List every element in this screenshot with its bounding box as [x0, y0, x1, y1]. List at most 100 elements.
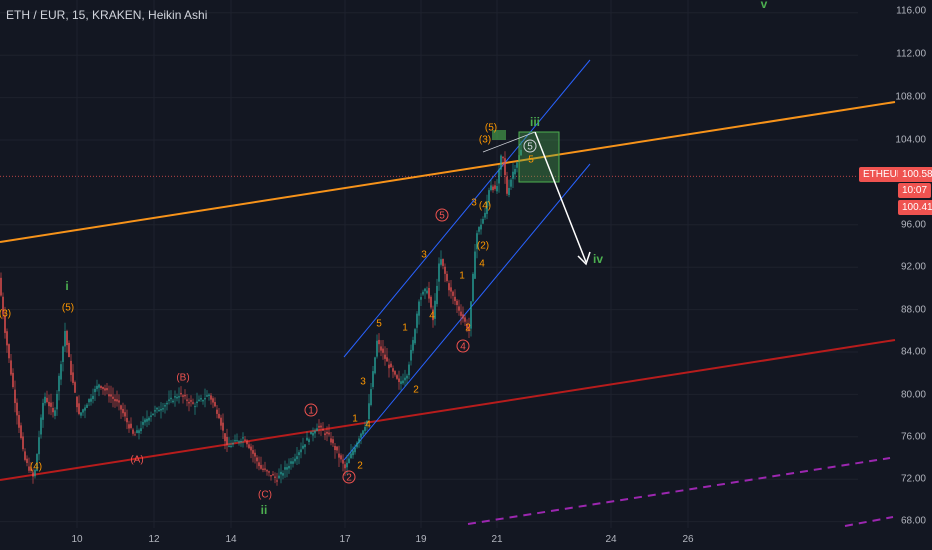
candle-body: [326, 431, 328, 434]
candle-body: [82, 409, 84, 413]
candle-body: [408, 364, 410, 376]
candle-body: [468, 326, 470, 331]
candle-body: [274, 476, 276, 478]
x-tick: 19: [415, 534, 427, 545]
candle-body: [288, 465, 290, 469]
candle-body: [428, 287, 430, 299]
candle-body: [368, 403, 370, 420]
candle-body: [392, 368, 394, 372]
candle-body: [474, 251, 476, 279]
candle-body: [66, 330, 68, 346]
candle-body: [370, 389, 372, 405]
candle-body: [464, 317, 466, 322]
wave-label: (4): [479, 201, 491, 212]
candle-body: [424, 288, 426, 292]
candle-body: [472, 273, 474, 302]
symbol-badge: ETHEUR: [859, 167, 909, 182]
candle-body: [480, 224, 482, 230]
candle-body: [270, 474, 272, 477]
candle-body: [354, 447, 356, 453]
x-tick: 24: [605, 534, 617, 545]
candle-body: [164, 405, 166, 407]
candle-body: [32, 472, 34, 477]
candle-body: [198, 399, 200, 402]
candle-body: [258, 462, 260, 467]
candle-body: [228, 445, 230, 448]
candle-body: [200, 398, 202, 400]
candle-body: [490, 185, 492, 190]
low-price-badge: 100.41: [898, 200, 932, 215]
candle-body: [90, 398, 92, 402]
candle-body: [300, 449, 302, 453]
candle-body: [124, 412, 126, 417]
candle-body: [356, 442, 358, 448]
candle-body: [302, 445, 304, 449]
candle-body: [432, 309, 434, 321]
x-tick: 26: [682, 534, 694, 545]
x-tick: 14: [225, 534, 237, 545]
candle-body: [64, 331, 66, 347]
candle-body: [290, 461, 292, 464]
candle-body: [382, 348, 384, 353]
wave-label: 5: [376, 319, 382, 330]
candle-body: [346, 462, 348, 468]
price-badge: 100.58: [898, 167, 932, 182]
y-tick: 112.00: [896, 48, 926, 60]
candle-body: [208, 394, 210, 397]
candle-body: [126, 418, 128, 423]
wave-label: 2: [413, 385, 419, 396]
candle-body: [156, 407, 158, 410]
candle-body: [196, 401, 198, 404]
candle-body: [128, 424, 130, 429]
candle-body: [420, 297, 422, 300]
candle-body: [102, 386, 104, 390]
candle-body: [118, 400, 120, 403]
candle-body: [384, 354, 386, 359]
candle-body: [380, 346, 382, 351]
candle-body: [132, 429, 134, 434]
purple-dashed-line: [467, 457, 891, 525]
candle-body: [400, 381, 402, 384]
candle-body: [394, 371, 396, 375]
channel-upper: [343, 59, 591, 358]
candle-body: [496, 186, 498, 192]
candle-body: [182, 395, 184, 397]
candle-body: [396, 375, 398, 379]
candle-body: [96, 385, 98, 390]
candle-body: [0, 277, 2, 296]
candle-body: [56, 393, 58, 410]
candle-body: [440, 259, 442, 265]
price-axis[interactable]: 116.00 112.00 108.00 104.00 96.00 92.00 …: [860, 0, 932, 550]
candle-body: [184, 394, 186, 397]
wave-label: (C): [258, 490, 272, 501]
wave-label-circle: [435, 208, 449, 222]
candle-body: [442, 258, 444, 266]
candle-body: [372, 371, 374, 388]
candle-body: [76, 396, 78, 408]
candle-body: [14, 389, 16, 404]
chart-title: ETH / EUR, 15, KRAKEN, Heikin Ashi: [6, 8, 208, 22]
wave-label: 2: [465, 323, 471, 334]
candle-body: [318, 425, 320, 428]
candle-body: [20, 425, 22, 439]
candle-body: [246, 440, 248, 445]
candle-body: [112, 396, 114, 399]
candle-body: [226, 436, 228, 445]
candle-body: [70, 360, 72, 375]
candle-body: [466, 323, 468, 329]
candle-body: [148, 417, 150, 421]
candle-body: [2, 296, 4, 315]
candle-body: [398, 378, 400, 383]
candle-body: [12, 372, 14, 388]
wave-label: v: [761, 0, 768, 11]
candle-body: [278, 475, 280, 479]
candle-body: [104, 388, 106, 391]
wave-label: 4: [365, 420, 371, 431]
candle-body: [436, 285, 438, 305]
candle-body: [286, 467, 288, 470]
wave-label: (4): [30, 462, 42, 473]
candle-body: [180, 392, 182, 395]
candle-body: [430, 296, 432, 308]
candle-body: [176, 396, 178, 399]
